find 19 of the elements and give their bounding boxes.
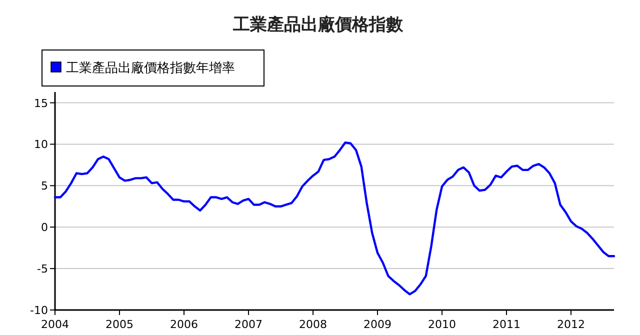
chart-title: 工業產品出廠價格指數 — [232, 15, 404, 35]
legend-label: 工業產品出廠價格指數年增率 — [66, 60, 235, 76]
x-tick-label: 2010 — [428, 318, 456, 331]
y-tick-label: 0 — [41, 221, 48, 234]
x-tick-label: 2004 — [41, 318, 69, 331]
x-tick-label: 2008 — [299, 318, 327, 331]
x-tick-label: 2012 — [557, 318, 585, 331]
y-tick-label: -5 — [37, 262, 48, 276]
x-tick-label: 2011 — [492, 318, 520, 331]
y-tick-label: 15 — [34, 96, 48, 110]
y-tick-label: 5 — [41, 180, 48, 193]
y-tick-label: -10 — [30, 304, 48, 317]
x-tick-label: 2005 — [106, 318, 134, 331]
line-series — [54, 141, 616, 296]
x-tick-label: 2007 — [234, 318, 262, 331]
legend: 工業產品出廠價格指數年增率 — [42, 50, 264, 86]
x-tick-label: 2006 — [170, 318, 198, 331]
x-tick-label: 2009 — [364, 318, 392, 331]
y-tick-label: 10 — [34, 138, 48, 152]
